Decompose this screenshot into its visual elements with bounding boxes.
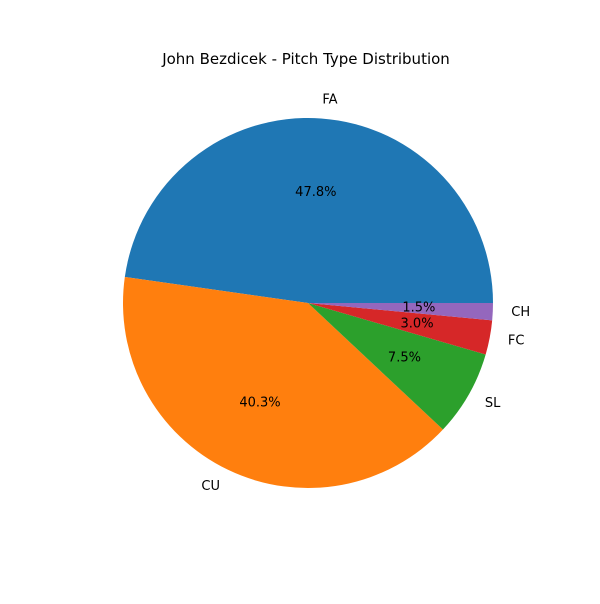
chart-title: John Bezdicek - Pitch Type Distribution bbox=[161, 50, 450, 68]
slice-label-fc: FC bbox=[508, 334, 525, 349]
slice-label-fa: FA bbox=[322, 93, 337, 108]
slice-label-ch: CH bbox=[511, 305, 530, 320]
slice-label-sl: SL bbox=[485, 396, 501, 411]
slice-percent-fc: 3.0% bbox=[401, 316, 434, 331]
pie-slice-cu bbox=[122, 276, 443, 488]
slice-percent-ch: 1.5% bbox=[402, 301, 435, 316]
pie-labels: FA 47.8% CU 40.3% SL 7.5% FC 3.0% CH 1.5% bbox=[201, 93, 530, 494]
slice-percent-fa: 47.8% bbox=[295, 185, 336, 200]
pie-slice-fc bbox=[308, 303, 493, 355]
slice-percent-cu: 40.3% bbox=[239, 396, 280, 411]
pie-slice-ch bbox=[308, 303, 493, 321]
slice-label-cu: CU bbox=[201, 479, 220, 494]
pie-slice-fa bbox=[124, 117, 493, 303]
slice-percent-sl: 7.5% bbox=[388, 350, 421, 365]
pie-slices bbox=[122, 117, 493, 488]
pie-slice-sl bbox=[308, 303, 486, 430]
